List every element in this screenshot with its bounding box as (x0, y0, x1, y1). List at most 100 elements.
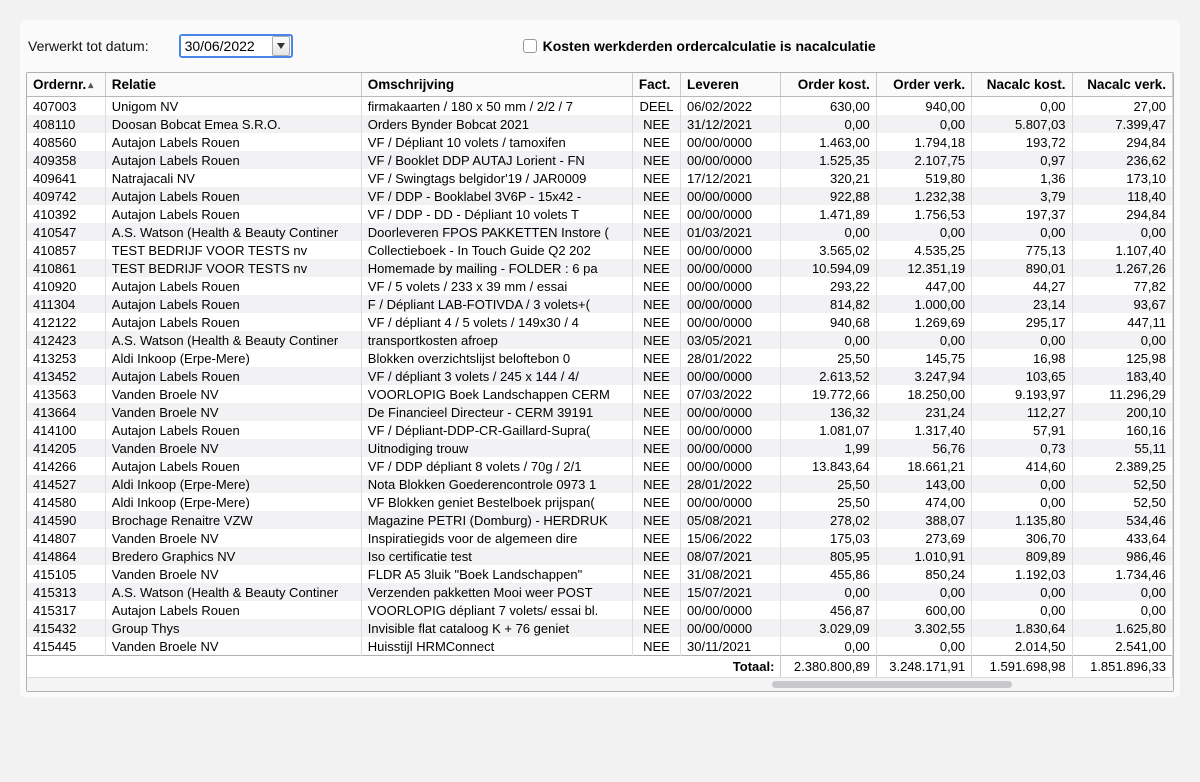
col-leveren[interactable]: Leveren (681, 73, 781, 97)
cell-omschrijving: VF / Dépliant 10 volets / tamoxifen (361, 133, 632, 151)
table-row[interactable]: 414864Bredero Graphics NVIso certificati… (27, 547, 1173, 565)
table-row[interactable]: 413253Aldi Inkoop (Erpe-Mere)Blokken ove… (27, 349, 1173, 367)
table-row[interactable]: 409641Natrajacali NVVF / Swingtags belgi… (27, 169, 1173, 187)
cell-fact: NEE (632, 277, 680, 295)
cell-fact: NEE (632, 601, 680, 619)
table-row[interactable]: 410861TEST BEDRIJF VOOR TESTS nvHomemade… (27, 259, 1173, 277)
cell-orderverk: 273,69 (876, 529, 971, 547)
processed-to-date-input[interactable] (181, 36, 271, 56)
cell-fact: NEE (632, 457, 680, 475)
col-nacalcverk[interactable]: Nacalc verk. (1072, 73, 1172, 97)
table-row[interactable]: 414266Autajon Labels RouenVF / DDP dépli… (27, 457, 1173, 475)
cell-fact: NEE (632, 421, 680, 439)
table-row[interactable]: 415105Vanden Broele NVFLDR A5 3luik "Boe… (27, 565, 1173, 583)
table-row[interactable]: 407003Unigom NVfirmakaarten / 180 x 50 m… (27, 97, 1173, 116)
cell-orderkost: 805,95 (781, 547, 876, 565)
col-orderverk[interactable]: Order verk. (876, 73, 971, 97)
cell-nacalcverk: 1.625,80 (1072, 619, 1172, 637)
cell-nacalckost: 193,72 (972, 133, 1072, 151)
cell-omschrijving: Magazine PETRI (Domburg) - HERDRUK (361, 511, 632, 529)
table-row[interactable]: 410547A.S. Watson (Health & Beauty Conti… (27, 223, 1173, 241)
col-relatie[interactable]: Relatie (105, 73, 361, 97)
cell-omschrijving: Huisstijl HRMConnect (361, 637, 632, 656)
filter-bar: Verwerkt tot datum: Kosten werkderden or… (20, 20, 1180, 72)
table-row[interactable]: 414580Aldi Inkoop (Erpe-Mere)VF Blokken … (27, 493, 1173, 511)
orders-panel: Verwerkt tot datum: Kosten werkderden or… (20, 20, 1180, 698)
nacalc-checkbox-wrap[interactable]: Kosten werkderden ordercalculatie is nac… (523, 38, 876, 54)
cell-relatie: Aldi Inkoop (Erpe-Mere) (105, 349, 361, 367)
cell-nacalckost: 103,65 (972, 367, 1072, 385)
table-row[interactable]: 415317Autajon Labels RouenVOORLOPIG dépl… (27, 601, 1173, 619)
scrollbar-thumb[interactable] (772, 681, 1012, 688)
cell-ordernr: 414580 (27, 493, 105, 511)
cell-nacalckost: 1.192,03 (972, 565, 1072, 583)
col-nacalckost[interactable]: Nacalc kost. (972, 73, 1072, 97)
cell-omschrijving: VF / Swingtags belgidor'19 / JAR0009 (361, 169, 632, 187)
table-row[interactable]: 415445Vanden Broele NVHuisstijl HRMConne… (27, 637, 1173, 656)
cell-orderkost: 0,00 (781, 115, 876, 133)
table-row[interactable]: 411304Autajon Labels RouenF / Dépliant L… (27, 295, 1173, 313)
cell-nacalckost: 197,37 (972, 205, 1072, 223)
cell-relatie: TEST BEDRIJF VOOR TESTS nv (105, 259, 361, 277)
table-row[interactable]: 415432Group ThysInvisible flat cataloog … (27, 619, 1173, 637)
cell-nacalckost: 809,89 (972, 547, 1072, 565)
cell-nacalcverk: 173,10 (1072, 169, 1172, 187)
cell-orderkost: 19.772,66 (781, 385, 876, 403)
table-row[interactable]: 410392Autajon Labels RouenVF / DDP - DD … (27, 205, 1173, 223)
col-orderkost[interactable]: Order kost. (781, 73, 876, 97)
cell-orderverk: 4.535,25 (876, 241, 971, 259)
cell-leveren: 00/00/0000 (681, 241, 781, 259)
table-row[interactable]: 414100Autajon Labels RouenVF / Dépliant-… (27, 421, 1173, 439)
cell-omschrijving: Homemade by mailing - FOLDER : 6 pa (361, 259, 632, 277)
cell-ordernr: 409641 (27, 169, 105, 187)
table-row[interactable]: 410920Autajon Labels RouenVF / 5 volets … (27, 277, 1173, 295)
cell-orderkost: 13.843,64 (781, 457, 876, 475)
orders-table: Ordernr.▴ Relatie Omschrijving Fact. Lev… (27, 73, 1173, 677)
date-dropdown-button[interactable] (272, 36, 290, 56)
nacalc-checkbox[interactable] (523, 39, 537, 53)
cell-nacalckost: 23,14 (972, 295, 1072, 313)
cell-orderverk: 1.756,53 (876, 205, 971, 223)
cell-omschrijving: De Financieel Directeur - CERM 39191 (361, 403, 632, 421)
table-row[interactable]: 415313A.S. Watson (Health & Beauty Conti… (27, 583, 1173, 601)
cell-nacalcverk: 1.267,26 (1072, 259, 1172, 277)
cell-orderverk: 0,00 (876, 637, 971, 656)
table-row[interactable]: 414527Aldi Inkoop (Erpe-Mere)Nota Blokke… (27, 475, 1173, 493)
table-row[interactable]: 413563Vanden Broele NVVOORLOPIG Boek Lan… (27, 385, 1173, 403)
table-row[interactable]: 413452Autajon Labels RouenVF / dépliant … (27, 367, 1173, 385)
cell-fact: NEE (632, 151, 680, 169)
table-row[interactable]: 408110Doosan Bobcat Emea S.R.O.Orders By… (27, 115, 1173, 133)
cell-nacalckost: 9.193,97 (972, 385, 1072, 403)
table-row[interactable]: 409358Autajon Labels RouenVF / Booklet D… (27, 151, 1173, 169)
cell-leveren: 00/00/0000 (681, 277, 781, 295)
cell-orderkost: 0,00 (781, 223, 876, 241)
cell-nacalcverk: 7.399,47 (1072, 115, 1172, 133)
horizontal-scrollbar[interactable] (27, 677, 1173, 691)
col-omschrijving[interactable]: Omschrijving (361, 73, 632, 97)
cell-leveren: 28/01/2022 (681, 349, 781, 367)
total-nacalckost: 1.591.698,98 (972, 656, 1072, 678)
table-row[interactable]: 414807Vanden Broele NVInspiratiegids voo… (27, 529, 1173, 547)
table-row[interactable]: 412122Autajon Labels RouenVF / dépliant … (27, 313, 1173, 331)
cell-fact: NEE (632, 295, 680, 313)
table-row[interactable]: 414590Brochage Renaitre VZWMagazine PETR… (27, 511, 1173, 529)
cell-ordernr: 415432 (27, 619, 105, 637)
cell-nacalckost: 1.830,64 (972, 619, 1072, 637)
cell-relatie: Vanden Broele NV (105, 565, 361, 583)
cell-leveren: 00/00/0000 (681, 187, 781, 205)
cell-nacalcverk: 118,40 (1072, 187, 1172, 205)
table-row[interactable]: 410857TEST BEDRIJF VOOR TESTS nvCollecti… (27, 241, 1173, 259)
cell-orderverk: 18.250,00 (876, 385, 971, 403)
table-row[interactable]: 408560Autajon Labels RouenVF / Dépliant … (27, 133, 1173, 151)
table-row[interactable]: 413664Vanden Broele NVDe Financieel Dire… (27, 403, 1173, 421)
table-row[interactable]: 409742Autajon Labels RouenVF / DDP - Boo… (27, 187, 1173, 205)
cell-relatie: Group Thys (105, 619, 361, 637)
table-row[interactable]: 412423A.S. Watson (Health & Beauty Conti… (27, 331, 1173, 349)
cell-omschrijving: Collectieboek - In Touch Guide Q2 202 (361, 241, 632, 259)
table-row[interactable]: 414205Vanden Broele NVUitnodiging trouwN… (27, 439, 1173, 457)
col-fact[interactable]: Fact. (632, 73, 680, 97)
cell-ordernr: 414266 (27, 457, 105, 475)
cell-ordernr: 414527 (27, 475, 105, 493)
col-ordernr[interactable]: Ordernr.▴ (27, 73, 105, 97)
cell-omschrijving: FLDR A5 3luik "Boek Landschappen" (361, 565, 632, 583)
